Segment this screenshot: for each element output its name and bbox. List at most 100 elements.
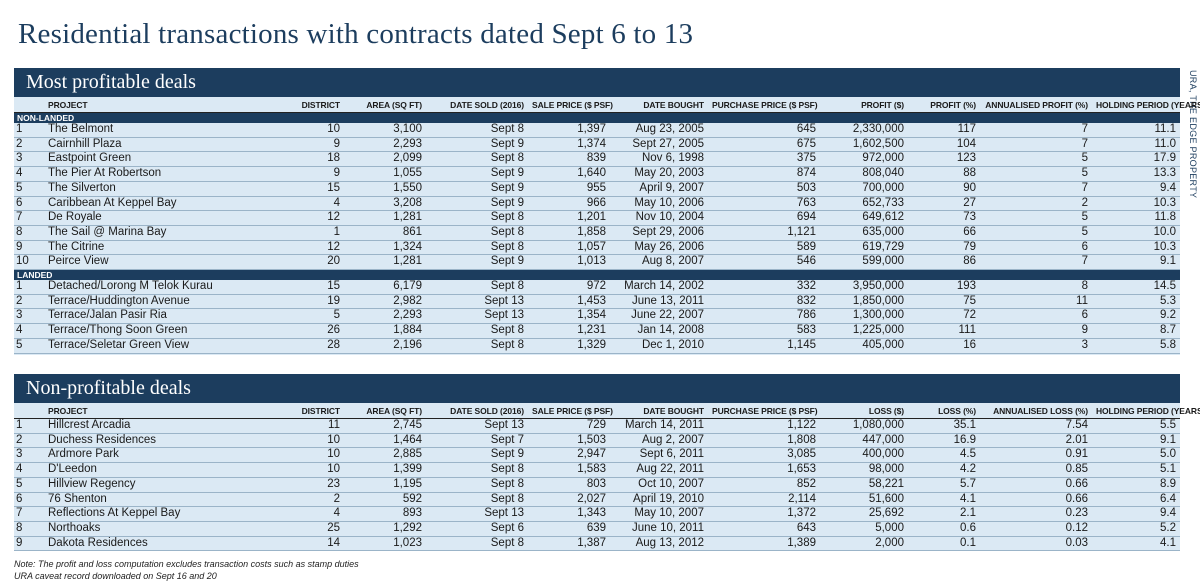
table-cell: 0.1 bbox=[908, 536, 980, 552]
table-cell: Aug 2, 2007 bbox=[610, 433, 708, 449]
project-cell: The Citrine bbox=[44, 240, 244, 256]
table-cell: 79 bbox=[908, 240, 980, 256]
table-row: 2 Cairnhill Plaza 9 2,293 Sept 9 1,374 Sept 27… bbox=[14, 137, 1180, 153]
nonprofitable-deals-table: PROJECT DISTRICT AREA (SQ FT) DATE SOLD (20… bbox=[14, 403, 1200, 552]
table-cell: June 22, 2007 bbox=[610, 308, 708, 325]
table-cell: 3,950,000 bbox=[820, 280, 908, 295]
table-cell: Sept 8 bbox=[426, 338, 528, 354]
table-cell: 1,550 bbox=[344, 181, 426, 197]
table-cell: 5.7 bbox=[908, 477, 980, 493]
table-cell: 592 bbox=[344, 492, 426, 508]
table-cell: 9 bbox=[980, 323, 1092, 339]
table-cell: 0.91 bbox=[980, 447, 1092, 464]
table-cell: 1,399 bbox=[344, 462, 426, 478]
table-cell: 4 bbox=[14, 166, 44, 182]
project-cell: Terrace/Jalan Pasir Ria bbox=[44, 308, 244, 325]
table-cell: 5 bbox=[980, 225, 1092, 241]
column-header: PURCHASE PRICE ($ PSF) bbox=[708, 403, 820, 419]
table-cell: Aug 8, 2007 bbox=[610, 254, 708, 271]
project-cell: Hillview Regency bbox=[44, 477, 244, 493]
column-header: HOLDING PERIOD (YEARS) bbox=[1092, 403, 1200, 419]
table-cell: Sept 8 bbox=[426, 492, 528, 508]
table-cell: 4.2 bbox=[908, 462, 980, 478]
table-cell: 6 bbox=[980, 308, 1092, 325]
column-header: DISTRICT bbox=[244, 403, 344, 419]
table-cell: 1,374 bbox=[528, 137, 610, 153]
project-cell: Dakota Residences bbox=[44, 536, 244, 552]
table-cell: 5.3 bbox=[1092, 294, 1180, 310]
table-cell: 1,640 bbox=[528, 166, 610, 182]
table-cell: 2,000 bbox=[820, 536, 908, 552]
table-cell: 1 bbox=[244, 225, 344, 241]
table-cell: 1 bbox=[14, 123, 44, 138]
table-cell: Sept 8 bbox=[426, 240, 528, 256]
column-header: AREA (SQ FT) bbox=[344, 403, 426, 419]
table-cell: 58,221 bbox=[820, 477, 908, 493]
profitable-deals-table: PROJECT DISTRICT AREA (SQ FT) DATE SOLD (20… bbox=[14, 97, 1200, 354]
table-cell: 10.3 bbox=[1092, 196, 1180, 212]
table-cell: 955 bbox=[528, 181, 610, 197]
table-cell: 2,027 bbox=[528, 492, 610, 508]
table-cell: 6,179 bbox=[344, 280, 426, 295]
table-cell: 2 bbox=[14, 294, 44, 310]
table-cell: 1 bbox=[14, 418, 44, 434]
profitable-deals-section: Most profitable deals PROJECT DISTRICT ARE… bbox=[14, 68, 1200, 355]
table-cell: 1,122 bbox=[708, 418, 820, 434]
table-cell: 2 bbox=[14, 137, 44, 153]
table-cell: 6.4 bbox=[1092, 492, 1180, 508]
table-cell: 649,612 bbox=[820, 210, 908, 226]
table-cell: 1,602,500 bbox=[820, 137, 908, 153]
table-cell: 0.66 bbox=[980, 492, 1092, 508]
column-header: DATE SOLD (2016) bbox=[426, 97, 528, 113]
table-cell: 546 bbox=[708, 254, 820, 271]
table-cell: 12 bbox=[244, 210, 344, 226]
table-cell: 839 bbox=[528, 151, 610, 168]
table-cell: 75 bbox=[908, 294, 980, 310]
table-cell: 123 bbox=[908, 151, 980, 168]
table-cell: 9 bbox=[244, 166, 344, 182]
table-cell: 1 bbox=[14, 280, 44, 295]
table-cell: 17.9 bbox=[1092, 151, 1180, 168]
table-cell: 11 bbox=[980, 294, 1092, 310]
column-header bbox=[14, 403, 44, 419]
project-cell: Eastpoint Green bbox=[44, 151, 244, 168]
table-cell: 12 bbox=[244, 240, 344, 256]
table-cell: 652,733 bbox=[820, 196, 908, 212]
table-cell: 583 bbox=[708, 323, 820, 339]
table-cell: 5 bbox=[14, 181, 44, 197]
table-cell: 35.1 bbox=[908, 418, 980, 434]
table-cell: Sept 7 bbox=[426, 433, 528, 449]
column-header: DISTRICT bbox=[244, 97, 344, 113]
table-cell: 5 bbox=[14, 338, 44, 354]
table-cell: 73 bbox=[908, 210, 980, 226]
table-cell: 8 bbox=[980, 280, 1092, 295]
table-cell: 1,343 bbox=[528, 506, 610, 522]
table-cell: 589 bbox=[708, 240, 820, 256]
project-cell: Peirce View bbox=[44, 254, 244, 271]
table-cell: 7 bbox=[980, 254, 1092, 271]
table-cell: Sept 29, 2006 bbox=[610, 225, 708, 241]
table-cell: 7 bbox=[980, 181, 1092, 197]
table-cell: April 19, 2010 bbox=[610, 492, 708, 508]
table-cell: 5 bbox=[980, 151, 1092, 168]
table-cell: 786 bbox=[708, 308, 820, 325]
table-cell: 1,121 bbox=[708, 225, 820, 241]
nonprofitable-deals-section: Non-profitable deals PROJECT DISTRICT AREA… bbox=[14, 374, 1200, 552]
table-cell: 3,208 bbox=[344, 196, 426, 212]
table-cell: 8.9 bbox=[1092, 477, 1180, 493]
table-cell: 8 bbox=[14, 521, 44, 537]
table-cell: 5 bbox=[980, 210, 1092, 226]
column-header: PROJECT bbox=[44, 97, 244, 113]
table-cell: 2,114 bbox=[708, 492, 820, 508]
project-cell: The Sail @ Marina Bay bbox=[44, 225, 244, 241]
table-cell: Aug 22, 2011 bbox=[610, 462, 708, 478]
column-header: LOSS (%) bbox=[908, 403, 980, 419]
column-header: DATE BOUGHT bbox=[610, 403, 708, 419]
table-cell: 25,692 bbox=[820, 506, 908, 522]
column-header: SALE PRICE ($ PSF) bbox=[528, 97, 613, 113]
table-cell: 2,947 bbox=[528, 447, 610, 464]
table-cell: 972 bbox=[528, 280, 610, 295]
table-cell: 1,653 bbox=[708, 462, 820, 478]
table-cell: 1,858 bbox=[528, 225, 610, 241]
table-cell: 7 bbox=[14, 210, 44, 226]
